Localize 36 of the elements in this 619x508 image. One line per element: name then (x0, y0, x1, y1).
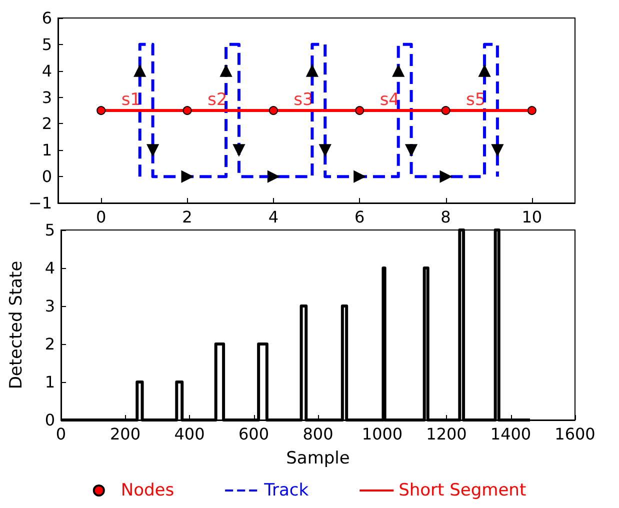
y-tick-label: 1 (42, 140, 52, 160)
x-tick-label: 200 (110, 424, 141, 444)
y-tick-label: 1 (44, 372, 55, 392)
x-tick-label: 2 (182, 208, 192, 226)
y-tick-label: 3 (42, 88, 52, 107)
x-tick-label: 0 (96, 208, 106, 226)
x-tick-label: 10 (522, 208, 542, 226)
x-tick-label: 600 (238, 424, 270, 444)
legend-label: Nodes (120, 480, 174, 500)
annotation: s4 (380, 90, 400, 110)
legend-label: Short Segment (398, 480, 526, 500)
y-tick-label: 4 (42, 61, 52, 80)
x-tick-label: 800 (302, 424, 334, 444)
y-tick-label: 0 (44, 410, 55, 430)
x-tick-label: 8 (440, 208, 451, 226)
y-tick-label: 2 (44, 334, 55, 354)
x-tick-label: 1000 (362, 424, 403, 444)
y-tick-label: 4 (44, 258, 55, 278)
legend-label: Track (263, 480, 309, 500)
x-tick-label: 400 (174, 424, 205, 444)
y-tick-label: 5 (44, 220, 55, 240)
x-tick-label: 1600 (554, 424, 596, 444)
y-tick-label: 0 (42, 167, 52, 186)
y-tick-label: 6 (42, 8, 52, 28)
x-tick-label: 1200 (426, 424, 467, 444)
y-tick-label: −1 (28, 194, 52, 212)
annotation: s2 (207, 90, 228, 110)
x-tick-label: 6 (354, 208, 365, 226)
y-axis-title: Detected State (6, 260, 26, 390)
x-tick-label: 4 (268, 208, 279, 226)
y-tick-label: 2 (42, 114, 52, 134)
y-tick-label: 5 (42, 34, 52, 54)
y-tick-label: 3 (44, 296, 55, 316)
x-tick-label: 1400 (490, 424, 532, 444)
x-axis-title: Sample (286, 448, 350, 468)
annotation: s5 (466, 90, 486, 110)
